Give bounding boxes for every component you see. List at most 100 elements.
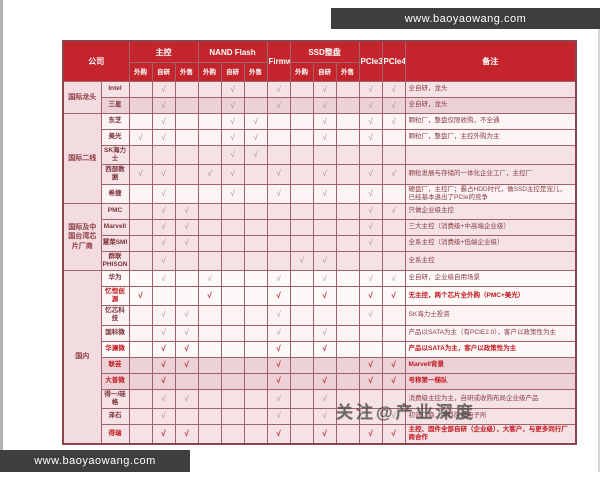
check-cell (243, 218, 268, 236)
check-cell (220, 285, 245, 307)
check-cell (197, 202, 222, 220)
check-cell: √ (266, 270, 291, 287)
check-cell (312, 305, 337, 326)
check-cell (243, 81, 268, 98)
check-cell (128, 324, 153, 342)
check-cell: √ (312, 129, 337, 146)
company-name-cell: 忆芯科技 (100, 305, 130, 326)
check-cell (243, 423, 268, 445)
subheader-cell: 自研 (220, 62, 245, 82)
check-cell: √ (128, 285, 153, 307)
check-cell (381, 388, 406, 409)
check-cell (128, 234, 153, 252)
check-cell: √ (358, 97, 383, 114)
company-name-cell: Intel (100, 81, 130, 98)
table-row: 群联PHISON √ √ √ 全系主控 (63, 250, 577, 272)
check-cell: √ (220, 183, 245, 204)
check-cell (197, 324, 222, 342)
remark-cell: 全系主控（消费级+低端企业级） (404, 234, 577, 252)
remark-cell: 只做企业级主控 (404, 202, 577, 220)
remark-cell: 主控、固件全部自研（企业级），大客户，与更多同行厂商合作 (404, 423, 577, 445)
check-cell: √ (358, 113, 383, 130)
check-cell: √ (289, 250, 314, 272)
table-row: 西部数据 √ √ √ √ √ √ √ √ 颗粒发展与存储的一体化企业工厂，主控厂 (63, 164, 577, 185)
header-pcie4: PCIe4.0 (381, 40, 406, 82)
check-cell (335, 250, 360, 272)
check-cell: √ (358, 305, 383, 326)
check-cell (335, 164, 360, 185)
subheader-cell: 外购 (128, 62, 153, 82)
check-cell: √ (266, 81, 291, 98)
check-cell: √ (358, 81, 383, 98)
company-name-cell: 得瑞 (100, 423, 130, 445)
watermark-bottom-text: www.baoyaowang.com (34, 455, 156, 467)
check-cell (381, 234, 406, 252)
check-cell (335, 234, 360, 252)
check-cell (220, 250, 245, 272)
check-cell (243, 202, 268, 220)
check-cell (335, 423, 360, 445)
check-cell (128, 372, 153, 390)
check-cell (266, 234, 291, 252)
check-cell (174, 97, 199, 114)
company-name-cell: 泽石 (100, 407, 130, 425)
check-cell: √ (312, 97, 337, 114)
header-firmware: Firmware (266, 40, 291, 82)
check-cell (335, 113, 360, 130)
check-cell: √ (151, 407, 176, 425)
header-ssd-module: SSD整盘 (289, 40, 360, 63)
check-cell (197, 97, 222, 114)
check-cell (128, 81, 153, 98)
check-cell (289, 81, 314, 98)
company-name-cell: 西部数据 (100, 164, 130, 185)
check-cell (289, 285, 314, 307)
check-cell: √ (358, 234, 383, 252)
check-cell (220, 407, 245, 425)
check-cell (243, 270, 268, 287)
check-cell (174, 81, 199, 98)
check-cell: √ (128, 164, 153, 185)
check-cell: √ (381, 423, 406, 445)
check-cell: √ (151, 305, 176, 326)
check-cell (220, 324, 245, 342)
check-cell: √ (266, 356, 291, 374)
check-cell: √ (243, 113, 268, 130)
check-cell: √ (312, 324, 337, 342)
table-row: 泽石 √ √ √ √ 初创厂商，中科院微电子所 (63, 407, 577, 425)
check-cell (220, 340, 245, 358)
check-cell (174, 285, 199, 307)
page-left-edge (0, 0, 3, 472)
header-remark: 备注 (404, 40, 577, 82)
check-cell (335, 324, 360, 342)
check-cell (197, 305, 222, 326)
check-cell: √ (266, 183, 291, 204)
check-cell: √ (151, 340, 176, 358)
check-cell (220, 372, 245, 390)
check-cell: √ (220, 81, 245, 98)
check-cell: √ (266, 164, 291, 185)
remark-cell: 号称第一梯队 (404, 372, 577, 390)
watermark-top-text: www.baoyaowang.com (404, 12, 527, 25)
check-cell (174, 270, 199, 287)
check-cell (243, 305, 268, 326)
check-cell: √ (312, 372, 337, 390)
check-cell: √ (358, 372, 383, 390)
check-cell (197, 340, 222, 358)
watermark-top-bar: www.baoyaowang.com (331, 8, 600, 29)
check-cell (312, 218, 337, 236)
check-cell (197, 129, 222, 146)
check-cell: √ (151, 234, 176, 252)
check-cell: √ (220, 97, 245, 114)
check-cell (381, 250, 406, 272)
header-main-controller: 主控 (128, 40, 199, 63)
check-cell (128, 356, 153, 374)
check-cell (335, 305, 360, 326)
check-cell: √ (128, 129, 153, 146)
check-cell: √ (220, 144, 245, 166)
check-cell: √ (197, 285, 222, 307)
check-cell (128, 340, 153, 358)
check-cell: √ (312, 81, 337, 98)
check-cell (243, 407, 268, 425)
check-cell: √ (151, 250, 176, 272)
check-cell: √ (174, 356, 199, 374)
